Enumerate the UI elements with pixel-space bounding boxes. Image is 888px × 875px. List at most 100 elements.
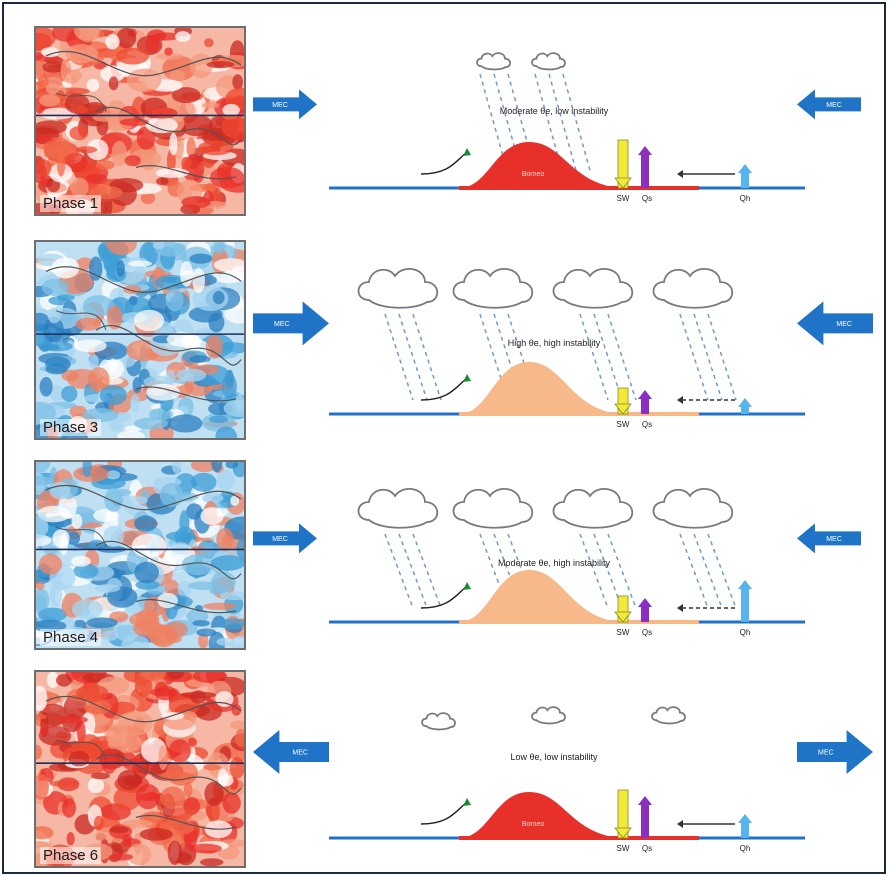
map-shading [108, 76, 119, 91]
phase-row-1: Phase 1 MEC MEC Moderate θe, low instabili… [4, 22, 884, 218]
map-shading [36, 515, 49, 539]
phase-row-4: Phase 4 MEC MEC Moderate θe, high instabil… [4, 456, 884, 652]
coastline [45, 484, 242, 511]
map-shading [46, 672, 59, 688]
map-shading [171, 807, 193, 822]
qs-flux-bar [641, 804, 649, 838]
transport-arrowhead [677, 604, 683, 612]
map-shading [230, 635, 244, 648]
map-shading [83, 699, 111, 715]
map-shading [219, 591, 244, 601]
cloud-icon [452, 488, 534, 529]
phase-schematic: MEC MEC High θe, high instability SW Qs [253, 268, 873, 429]
map-shading [168, 739, 191, 763]
map-shading [217, 768, 229, 788]
map-shading [188, 581, 220, 591]
breeze-arrowhead [463, 148, 471, 156]
map-shading [167, 840, 183, 865]
map-shading [86, 138, 109, 161]
map-shading [123, 285, 142, 294]
map-shading [76, 684, 109, 702]
map-shading [189, 253, 213, 264]
map-shading [126, 68, 162, 93]
map-shading [36, 744, 43, 760]
map-shading [45, 82, 60, 95]
rain-streak [384, 533, 414, 609]
map-svg [36, 242, 244, 438]
map-shading [140, 192, 156, 205]
rain-streak [693, 313, 723, 401]
qs-flux-arrowhead [638, 598, 652, 607]
qs-label: Qs [642, 420, 652, 429]
map-shading [36, 51, 43, 61]
coastline [135, 386, 237, 402]
cloud-icon [651, 706, 686, 725]
wind-arrow-label: MEC [272, 536, 288, 543]
map-shading [37, 505, 71, 523]
map-shading [93, 815, 104, 831]
map-shading [39, 94, 61, 107]
wind-arrow-icon [253, 89, 317, 120]
map-shading [235, 728, 244, 747]
transport-arrowhead [677, 820, 683, 828]
sw-label: SW [617, 420, 630, 429]
phase-schematic: MEC MEC Moderate θe, low instability Borneo… [253, 52, 861, 203]
sw-label: SW [617, 844, 630, 853]
map-shading [117, 711, 153, 736]
map-shading [202, 492, 224, 504]
map-shading [105, 242, 138, 256]
map-shading [73, 563, 99, 579]
rain-streak [607, 313, 637, 401]
map-shading [192, 620, 211, 627]
island-hill [459, 570, 619, 622]
rain-streak [548, 73, 578, 175]
map-shading [156, 52, 184, 60]
map-shading [231, 704, 242, 716]
map-shading [61, 385, 78, 402]
map-shading [171, 87, 201, 104]
map-shading [148, 408, 173, 421]
map-shading [168, 414, 203, 433]
rain-streak [579, 313, 609, 401]
map-svg [36, 462, 244, 648]
rain-streak [593, 313, 623, 401]
wind-arrow-label: MEC [272, 102, 288, 109]
transport-arrowhead [677, 396, 683, 404]
rain-streak [593, 533, 623, 609]
map-shading [36, 120, 67, 135]
map-shading [158, 745, 168, 771]
map-shading [198, 633, 209, 648]
rain-streak [507, 73, 537, 175]
map-shading [73, 339, 107, 353]
island-hill [459, 362, 619, 414]
breeze-arrow [420, 377, 468, 401]
map-shading [105, 470, 121, 480]
cloud-icon [552, 488, 634, 529]
map-svg [36, 672, 244, 866]
map-shading [117, 769, 141, 791]
qs-flux-arrowhead [638, 390, 652, 399]
map-shading [145, 34, 160, 54]
cloud-icon [357, 488, 439, 529]
map-shading [136, 126, 156, 150]
map-shading [189, 355, 211, 363]
map-shading [75, 317, 102, 331]
map-shading [152, 242, 165, 250]
phase-label: Phase 6 [40, 847, 102, 864]
cloud-icon [531, 706, 566, 725]
qs-flux-bar [641, 398, 649, 414]
breeze-arrowhead [463, 374, 471, 382]
map-shading [61, 369, 79, 382]
map-shading [39, 376, 53, 397]
rain-streak [607, 533, 637, 609]
map-shading [165, 531, 194, 541]
sw-flux-arrowhead [614, 177, 632, 189]
map-shading [134, 561, 159, 584]
cloud-icon [652, 268, 734, 309]
map-shading [49, 481, 71, 500]
wind-arrow-label: MEC [292, 750, 308, 757]
map-shading [36, 773, 49, 800]
rain-streak [493, 73, 523, 175]
map-shading [139, 828, 173, 841]
rain-streak [579, 533, 609, 609]
